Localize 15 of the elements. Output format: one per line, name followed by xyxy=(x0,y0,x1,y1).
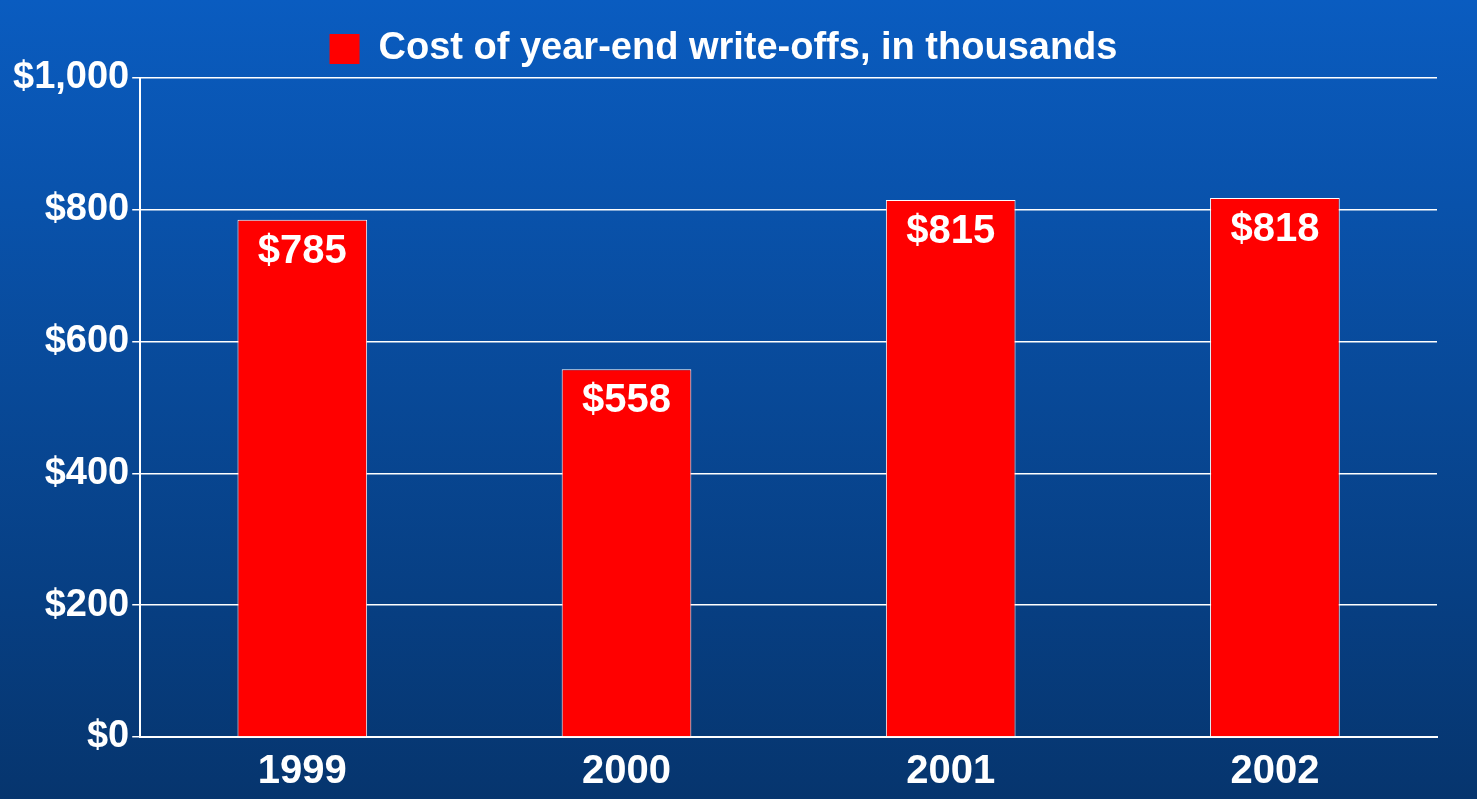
x-tick-label: 2000 xyxy=(582,747,672,792)
y-tick-label: $0 xyxy=(86,713,130,756)
legend-label: Cost of year-end write-offs, in thousands xyxy=(378,25,1118,68)
data-label: $558 xyxy=(582,376,672,421)
x-tick-label: 1999 xyxy=(257,747,347,792)
x-tick-label: 2001 xyxy=(906,747,996,792)
x-tick-label: 2002 xyxy=(1230,747,1320,792)
data-label: $818 xyxy=(1230,204,1320,249)
y-tick-label: $200 xyxy=(44,581,130,624)
data-label: $815 xyxy=(906,206,996,251)
y-tick-label: $800 xyxy=(44,186,130,229)
data-label: $785 xyxy=(257,226,347,271)
y-tick-label: $600 xyxy=(44,318,130,361)
y-tick-label: $1,000 xyxy=(12,54,130,97)
y-tick-label: $400 xyxy=(44,449,130,492)
